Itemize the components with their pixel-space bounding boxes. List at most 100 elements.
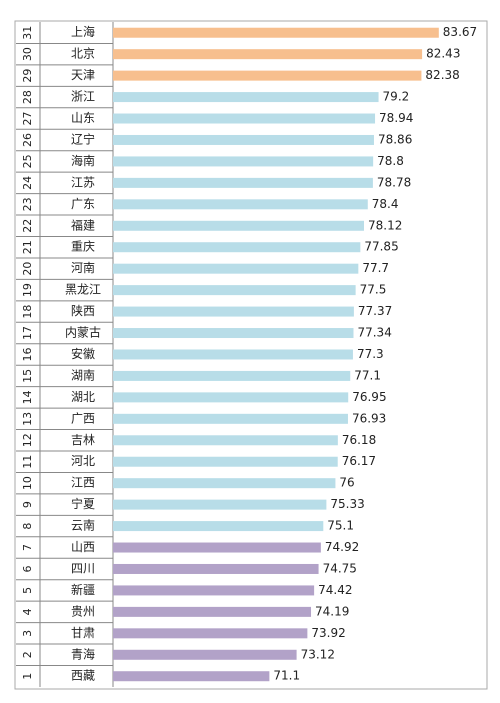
value-label: 75.33 [330,497,364,511]
rank-label: 7 [21,544,34,551]
rank-label: 6 [21,565,34,572]
value-label: 79.2 [383,90,410,104]
rank-label: 27 [21,112,34,126]
rank-label: 22 [21,219,34,233]
bar [113,49,423,60]
category-label: 安徽 [71,346,95,361]
bar [113,456,338,467]
value-label: 77.7 [362,261,389,275]
bar [113,413,348,424]
value-label: 78.12 [368,218,402,232]
category-label: 山东 [71,111,95,125]
value-label: 77.37 [358,304,392,318]
value-label: 77.34 [357,326,391,340]
value-label: 78.8 [377,154,404,168]
rank-label: 3 [21,630,34,637]
rank-label: 26 [21,133,34,147]
category-label: 福建 [71,217,95,232]
value-label: 78.86 [378,132,412,146]
rank-label: 17 [21,326,34,340]
rank-label: 5 [21,587,34,594]
value-label: 74.92 [325,540,359,554]
bar [113,435,338,446]
rank-label: 18 [21,305,34,319]
value-label: 73.92 [311,626,345,640]
category-label: 河南 [71,260,95,275]
value-label: 74.75 [323,561,357,575]
value-label: 71.1 [273,669,300,683]
category-label: 重庆 [71,240,95,254]
rank-label: 15 [21,369,34,383]
rank-label: 12 [21,433,34,447]
bar [113,370,351,381]
bar [113,542,321,553]
bar [113,92,379,103]
bar [113,134,374,145]
value-label: 77.1 [354,368,381,382]
bar [113,392,349,403]
rank-label: 23 [21,197,34,211]
category-label: 吉林 [71,433,95,447]
rank-label: 8 [21,523,34,530]
rank-label: 4 [21,608,34,615]
rank-label: 25 [21,154,34,168]
value-label: 74.19 [315,604,349,618]
bar [113,606,312,617]
category-label: 海南 [71,153,95,168]
category-label: 河北 [71,454,95,468]
value-label: 78.94 [379,111,413,125]
rank-label: 9 [21,501,34,508]
bar [113,285,356,296]
bar [113,70,422,81]
value-label: 76.93 [352,411,386,425]
value-label: 73.12 [301,647,335,661]
rank-label: 10 [21,476,34,490]
bar [113,628,308,639]
category-label: 宁夏 [71,496,95,511]
value-label: 82.38 [425,68,459,82]
category-label: 新疆 [71,582,95,597]
category-label: 黑龙江 [65,283,101,297]
bar [113,478,336,489]
rank-label: 28 [21,90,34,104]
category-label: 内蒙古 [65,325,101,340]
category-label: 天津 [71,68,95,82]
category-label: 广东 [71,197,95,211]
rank-label: 14 [21,390,34,404]
category-label: 广西 [71,411,95,425]
rank-label: 29 [21,69,34,83]
bar [113,349,353,360]
rank-label: 31 [21,26,34,40]
category-label: 青海 [71,646,95,661]
bar [113,671,270,682]
bar [113,563,319,574]
value-label: 78.78 [377,175,411,189]
category-label: 贵州 [71,604,95,618]
bar [113,27,439,38]
bar [113,177,373,188]
value-label: 76.95 [352,390,386,404]
value-label: 77.5 [360,283,387,297]
bar [113,499,327,510]
rank-label: 19 [21,283,34,297]
frame [14,20,488,690]
category-label: 辽宁 [71,131,95,146]
rank-label: 11 [21,455,34,469]
value-label: 77.85 [364,240,398,254]
category-label: 四川 [71,561,95,575]
category-label: 北京 [71,47,95,61]
bar [113,242,361,253]
bar [113,306,354,317]
bar [113,521,324,532]
bar [113,156,374,167]
bar [113,649,297,660]
value-label: 76 [339,476,354,490]
value-label: 76.17 [342,454,376,468]
rank-label: 21 [21,240,34,254]
rank-label: 30 [21,47,34,61]
category-label: 上海 [71,24,95,39]
rank-label: 2 [21,651,34,658]
bar [113,220,364,231]
rank-label: 24 [21,176,34,190]
